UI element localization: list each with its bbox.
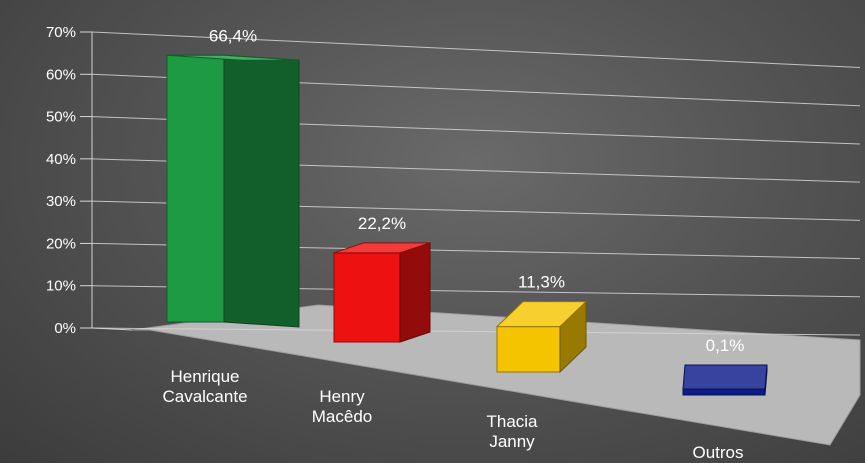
y-tick-label-1: 10% bbox=[46, 278, 76, 295]
y-tick-label-5: 50% bbox=[46, 109, 76, 126]
y-tick-label-2: 20% bbox=[46, 235, 76, 252]
data-label-3: 0,1% bbox=[706, 336, 745, 355]
category-label-3-line-0: Outros bbox=[692, 443, 743, 462]
gridline-7 bbox=[91, 31, 861, 69]
bar-3-front bbox=[682, 388, 766, 396]
bar-3-top bbox=[682, 364, 768, 390]
bar-0-top bbox=[166, 54, 300, 61]
gridline-0 bbox=[91, 327, 861, 336]
category-label-1-line-1: Macêdo bbox=[312, 407, 372, 426]
bar-2-front bbox=[496, 326, 561, 373]
y-tick-label-6: 60% bbox=[46, 66, 76, 83]
category-label-0-line-0: Henrique bbox=[171, 367, 240, 386]
bar-2-top bbox=[495, 301, 588, 328]
bar-0-side bbox=[223, 54, 300, 328]
bar-1-side bbox=[399, 242, 431, 343]
y-tick-label-3: 30% bbox=[46, 193, 76, 210]
y-tick-label-7: 70% bbox=[46, 24, 76, 41]
y-tick-label-4: 40% bbox=[46, 151, 76, 168]
data-label-1: 22,2% bbox=[358, 214, 406, 233]
y-tick-label-0: 0% bbox=[54, 320, 76, 337]
category-label-2-line-1: Janny bbox=[489, 432, 535, 451]
chart-floor bbox=[131, 304, 861, 446]
bar-0-front bbox=[166, 54, 225, 323]
bar-1-top bbox=[333, 242, 431, 254]
category-label-1-line-0: Henry bbox=[319, 387, 365, 406]
data-label-2: 11,3% bbox=[518, 273, 565, 292]
bar-1-front bbox=[333, 252, 401, 343]
category-label-2-line-0: Thacia bbox=[486, 412, 538, 431]
category-label-0-line-1: Cavalcante bbox=[162, 387, 247, 406]
data-label-0: 66,4% bbox=[209, 26, 257, 45]
